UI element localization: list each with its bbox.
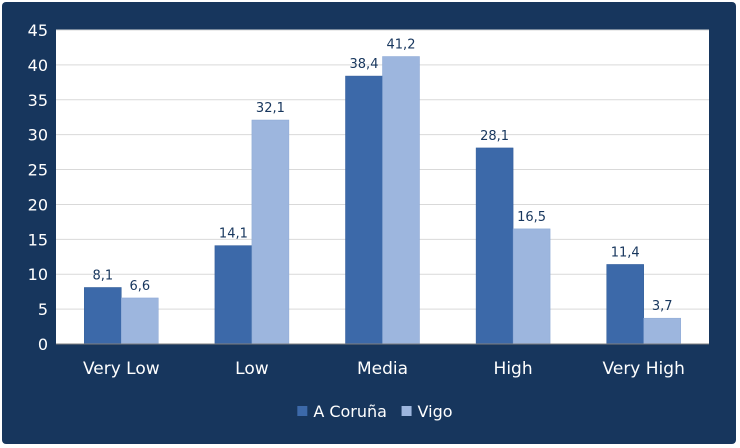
data-label: 16,5	[517, 210, 546, 225]
x-tick-label: Very Low	[83, 359, 160, 379]
y-tick-label: 40	[28, 56, 48, 75]
bar-vigo	[382, 56, 420, 345]
y-tick-label: 30	[28, 126, 48, 145]
bar-a-coruna	[606, 264, 644, 345]
bar-a-coruna	[475, 147, 514, 345]
data-label: 41,2	[387, 38, 416, 53]
y-tick-label: 0	[38, 335, 48, 354]
bar-a-coruna	[345, 75, 383, 345]
x-tick-label: Very High	[603, 359, 685, 379]
data-labels: 8,1 6,6 14,1 32,1 38,4 41,2 28,1 16,5 11,4 3,7	[92, 38, 672, 315]
data-label: 14,1	[219, 227, 248, 242]
x-tick-label: High	[494, 359, 533, 379]
bar-a-coruna	[214, 245, 253, 345]
y-tick-label: 15	[28, 230, 48, 249]
bar-vigo	[121, 297, 159, 345]
y-tick-label: 35	[28, 91, 48, 110]
bar-a-coruna	[84, 287, 122, 345]
bars	[84, 56, 681, 345]
data-label: 32,1	[256, 101, 285, 116]
data-label: 3,7	[652, 299, 673, 314]
x-tick-label: Media	[357, 359, 408, 379]
y-tick-label: 25	[28, 161, 48, 180]
legend: A Coruña Vigo	[297, 402, 453, 421]
y-tick-label: 10	[28, 265, 48, 284]
y-axis-ticks: 0 5 10 15 20 25 30 35 40 45	[28, 21, 48, 354]
data-label: 28,1	[480, 129, 509, 144]
data-label: 38,4	[350, 57, 379, 72]
y-tick-label: 5	[38, 300, 48, 319]
bar-vigo	[512, 228, 551, 345]
bar-vigo	[251, 119, 290, 345]
legend-swatch	[401, 406, 412, 416]
data-label: 11,4	[611, 245, 640, 260]
x-tick-label: Low	[235, 359, 269, 379]
data-label: 8,1	[92, 268, 113, 283]
bar-vigo	[643, 317, 681, 345]
legend-label: Vigo	[418, 402, 453, 421]
legend-swatch	[297, 406, 308, 416]
y-tick-label: 45	[28, 21, 48, 40]
y-tick-label: 20	[28, 195, 48, 214]
x-axis-ticks: Very Low Low Media High Very High	[83, 359, 685, 379]
legend-label: A Coruña	[313, 402, 387, 421]
data-label: 6,6	[129, 279, 150, 294]
